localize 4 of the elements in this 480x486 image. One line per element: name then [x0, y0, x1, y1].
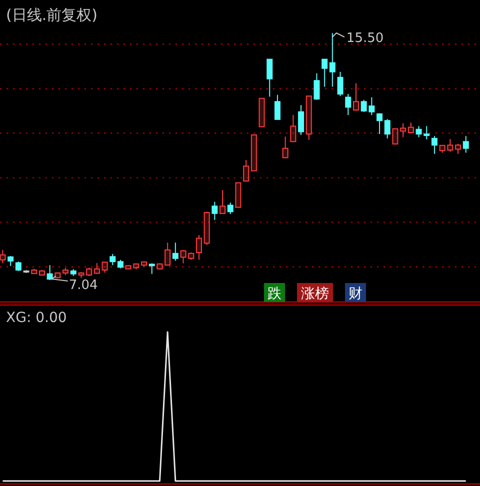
chart-title: XG: 0.00: [6, 310, 67, 326]
annotation: 15.50: [346, 31, 384, 46]
annotation: 7.04: [68, 278, 98, 293]
chart-title: (日线.前复权): [6, 6, 98, 24]
